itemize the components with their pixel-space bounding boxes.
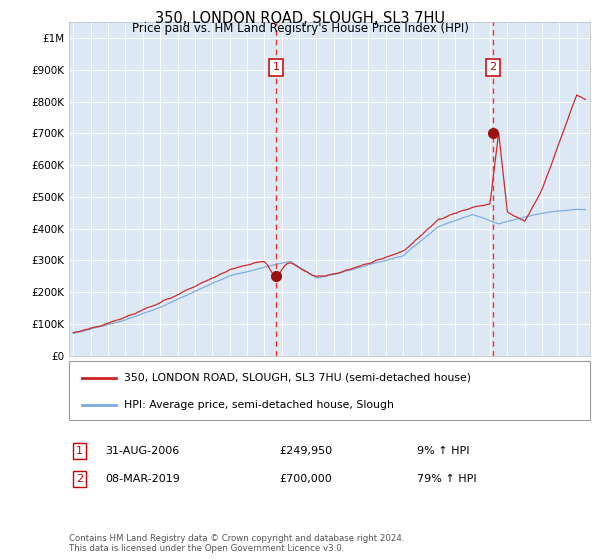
Text: Contains HM Land Registry data © Crown copyright and database right 2024.
This d: Contains HM Land Registry data © Crown c… [69,534,404,553]
Text: 08-MAR-2019: 08-MAR-2019 [105,474,180,484]
Text: 2: 2 [76,474,83,484]
Text: HPI: Average price, semi-detached house, Slough: HPI: Average price, semi-detached house,… [124,400,394,410]
Text: 9% ↑ HPI: 9% ↑ HPI [417,446,469,456]
Text: 79% ↑ HPI: 79% ↑ HPI [417,474,476,484]
Text: 350, LONDON ROAD, SLOUGH, SL3 7HU (semi-detached house): 350, LONDON ROAD, SLOUGH, SL3 7HU (semi-… [124,372,470,382]
Text: 1: 1 [76,446,83,456]
Text: £700,000: £700,000 [279,474,332,484]
Text: 1: 1 [272,62,280,72]
FancyBboxPatch shape [69,361,590,420]
Text: 350, LONDON ROAD, SLOUGH, SL3 7HU: 350, LONDON ROAD, SLOUGH, SL3 7HU [155,11,445,26]
Text: £249,950: £249,950 [279,446,332,456]
Text: 31-AUG-2006: 31-AUG-2006 [105,446,179,456]
Text: Price paid vs. HM Land Registry's House Price Index (HPI): Price paid vs. HM Land Registry's House … [131,22,469,35]
Text: 2: 2 [490,62,496,72]
